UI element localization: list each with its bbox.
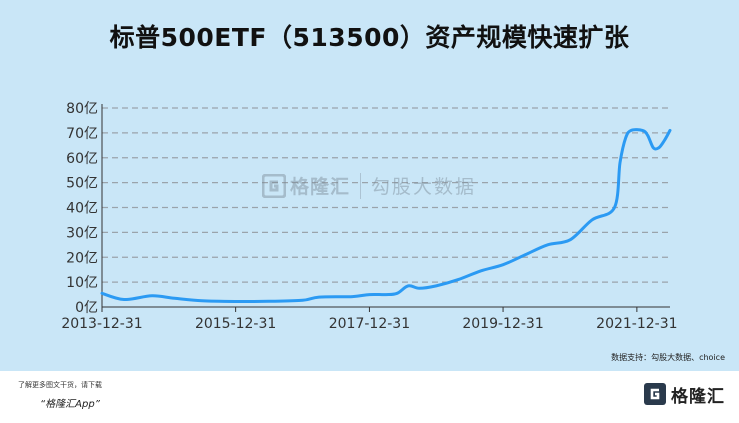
watermark-brand-secondary: 勾股大数据 (371, 176, 477, 198)
data-source: 数据支持：勾股大数据、choice (611, 353, 725, 362)
y-tick-label: 60亿 (66, 151, 98, 167)
x-tick-label: 2015-12-31 (195, 316, 276, 332)
footer-logo: 格隆汇 (643, 380, 725, 408)
y-tick-label: 40亿 (66, 201, 98, 217)
x-tick-label: 2019-12-31 (462, 316, 543, 332)
y-tick-label: 30亿 (66, 225, 98, 241)
y-tick-label: 70亿 (66, 126, 98, 142)
line-chart: 0亿 10亿 20亿 30亿 40亿 50亿 60亿 70亿 80亿 2013-12-31 2015… (61, 101, 677, 332)
y-tick-label: 80亿 (66, 101, 98, 117)
watermark: 格隆汇 勾股大数据 (262, 172, 476, 199)
footer-app-name: “格隆汇App” (40, 399, 100, 410)
y-tick-label: 50亿 (66, 176, 98, 192)
gelonghui-logo-icon (644, 383, 666, 405)
gelonghui-logo-icon (262, 173, 286, 198)
y-tick-label: 0亿 (75, 300, 98, 316)
series-line (100, 128, 672, 304)
watermark-brand: 格隆汇 (290, 176, 351, 198)
footer: 了解更多图文干货，请下载 “格隆汇App” 格隆汇 (0, 371, 739, 423)
y-tick-label: 10亿 (66, 275, 98, 291)
x-tick-label: 2013-12-31 (61, 316, 142, 332)
x-tick-label: 2017-12-31 (329, 316, 410, 332)
chart-title: 标普500ETF（513500）资产规模快速扩张 (109, 23, 630, 52)
y-tick-label: 20亿 (66, 250, 98, 266)
footer-download-hint: 了解更多图文干货，请下载 (18, 381, 102, 389)
footer-logo-text: 格隆汇 (671, 386, 725, 407)
x-tick-label: 2021-12-31 (596, 316, 677, 332)
watermark-divider (360, 172, 362, 199)
